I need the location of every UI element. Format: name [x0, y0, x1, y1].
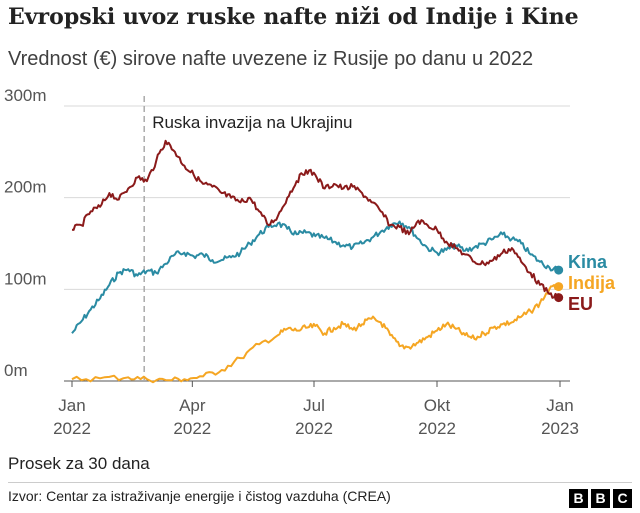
- footer-divider: [8, 482, 632, 483]
- bbc-logo-letter: B: [591, 489, 610, 508]
- series-line-indija: [71, 284, 560, 384]
- label-layer: 0m 100m 200m 300m Jan 2022 Apr 2022 Jul 2022 Okt 20…: [4, 86, 616, 438]
- chart-subtitle: Vrednost (€) sirove nafte uvezene iz Rus…: [8, 48, 534, 70]
- series-end-point-eu: [554, 293, 564, 303]
- x-tick-label: Jul: [303, 396, 325, 415]
- source-text: Izvor: Centar za istraživanje energije i…: [8, 488, 391, 504]
- series-label-kina: Kina: [568, 252, 608, 272]
- y-tick-label: 0m: [4, 361, 28, 380]
- y-tick-label: 300m: [4, 86, 47, 105]
- y-tick-label: 100m: [4, 269, 47, 288]
- series-end-point-kina: [554, 265, 564, 275]
- bbc-logo-letter: B: [569, 489, 588, 508]
- series-line-eu: [71, 139, 560, 299]
- x-tick-label: Okt: [424, 396, 451, 415]
- invasion-annotation: Ruska invazija na Ukrajinu: [152, 113, 352, 132]
- series-end-point-indija: [554, 282, 564, 292]
- series-label-indija: Indija: [568, 273, 616, 293]
- x-tick-label: 2022: [173, 419, 211, 438]
- series-label-eu: EU: [568, 294, 593, 314]
- bbc-logo: B B C: [569, 489, 632, 508]
- chart-note: Prosek za 30 dana: [8, 454, 150, 473]
- x-tick-label: 2023: [541, 419, 579, 438]
- x-tick-label: 2022: [53, 419, 91, 438]
- y-tick-label: 200m: [4, 178, 47, 197]
- x-tick-label: 2022: [418, 419, 456, 438]
- x-tick-label: Jan: [546, 396, 573, 415]
- series-layer: [71, 139, 564, 384]
- annotation-layer: Ruska invazija na Ukrajinu: [143, 96, 353, 381]
- line-chart: Ruska invazija na Ukrajinu 0m 100m 200m 300…: [4, 86, 616, 438]
- page-title: Evropski uvoz ruske nafte niži od Indije…: [8, 4, 579, 30]
- x-tick-label: Apr: [179, 396, 206, 415]
- x-tick-label: Jan: [58, 396, 85, 415]
- grid-layer: [64, 105, 570, 387]
- bbc-logo-letter: C: [613, 489, 632, 508]
- series-line-kina: [71, 220, 560, 334]
- x-tick-label: 2022: [295, 419, 333, 438]
